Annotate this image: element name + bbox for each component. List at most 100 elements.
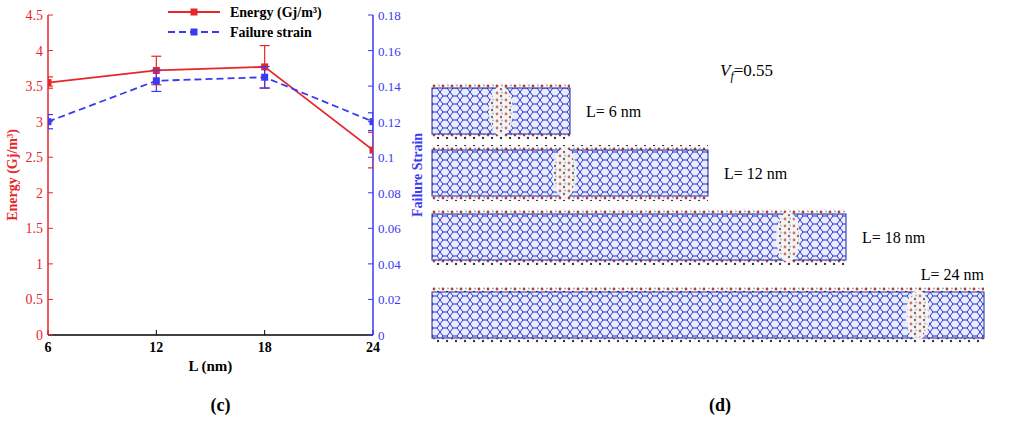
error-bar (151, 56, 161, 84)
fracture-debris (777, 214, 799, 260)
y-tick-label: 2.5 (26, 150, 44, 165)
y2-tick (368, 263, 373, 264)
error-cap (260, 45, 270, 46)
title-rest: =0.55 (734, 61, 773, 80)
x-tick-label: 12 (149, 340, 163, 355)
y-tick-label: 4 (36, 44, 43, 59)
fracture-debris (490, 88, 512, 134)
error-cap (260, 88, 270, 89)
legend-marker (191, 9, 198, 16)
y2-tick-label: 0 (378, 328, 385, 343)
y-tick-label: 3 (36, 115, 43, 130)
y-tick (48, 263, 53, 264)
x-axis-line (48, 334, 373, 336)
panel-d: Vf=0.55 L= 6 nm L= 12 nm L= 18 nm L= 24 nm (432, 61, 985, 343)
legend-label: Energy (Gj/m³) (230, 5, 322, 21)
y2-tick-label: 0.08 (378, 186, 401, 201)
y2-tick (368, 15, 373, 16)
y-tick (48, 15, 53, 16)
error-bar (260, 46, 270, 89)
nanotube-model (432, 287, 984, 343)
y2-axis-title: Failure Strain (410, 133, 425, 217)
error-cap (368, 112, 373, 113)
fracture-debris (553, 150, 575, 196)
y2-tick-label: 0.06 (378, 221, 401, 236)
matrix-layer (432, 287, 984, 343)
y-axis-line (47, 15, 49, 335)
model-label: L= 12 nm (724, 165, 788, 182)
y2-tick-label: 0.04 (378, 257, 401, 272)
point-marker (153, 77, 160, 84)
plot-area (48, 46, 373, 168)
error-cap (48, 76, 53, 77)
x-axis-title: L (nm) (189, 358, 233, 375)
error-cap (368, 167, 373, 168)
y-tick (48, 228, 53, 229)
point-marker (48, 118, 52, 125)
nanotube (432, 214, 846, 260)
series-line (48, 67, 373, 150)
point-marker (370, 147, 374, 154)
x-tick-label: 6 (45, 340, 52, 355)
axes: 6121824L (nm)00.511.522.533.544.5Energy … (5, 8, 425, 375)
error-bar (48, 77, 53, 88)
y2-tick-label: 0.14 (378, 79, 401, 94)
fracture-zone (906, 290, 930, 340)
y2-tick-label: 0.16 (378, 44, 401, 59)
fracture-zone (776, 212, 800, 262)
y-tick-label: 3.5 (26, 79, 44, 94)
panel-d-title: Vf=0.55 (720, 61, 773, 83)
y2-tick-label: 0.02 (378, 292, 401, 307)
error-cap (368, 130, 373, 131)
y-tick (48, 299, 53, 300)
error-bar (368, 132, 373, 168)
matrix-layer (432, 209, 846, 265)
model-label: L= 6 nm (586, 103, 642, 120)
error-cap (48, 88, 53, 89)
y2-tick (368, 86, 373, 87)
y-tick-label: 4.5 (26, 8, 44, 23)
y2-tick (368, 192, 373, 193)
series-0 (48, 46, 373, 168)
y2-tick (368, 299, 373, 300)
error-cap (260, 66, 270, 67)
y-axis-title: Energy (Gj/m³) (5, 129, 21, 221)
error-cap (48, 114, 53, 115)
error-bar (151, 70, 161, 91)
y-tick-label: 1 (36, 257, 43, 272)
legend: Energy (Gj/m³) Failure strain (168, 5, 322, 40)
y-tick (48, 192, 53, 193)
nanotube-model (432, 145, 708, 201)
fracture-zone (552, 148, 576, 198)
error-bar (260, 67, 270, 88)
legend-label: Failure strain (230, 25, 312, 40)
y2-tick-label: 0.1 (378, 150, 394, 165)
error-cap (151, 91, 161, 92)
panel-label: (d) (709, 395, 731, 416)
y2-axis-line (372, 15, 374, 335)
x-tick (156, 330, 157, 335)
legend-marker (191, 29, 198, 36)
matrix-layer (432, 83, 570, 139)
error-bar (368, 113, 373, 131)
y-tick (48, 157, 53, 158)
y2-tick-label: 0.12 (378, 115, 401, 130)
nanotube (432, 292, 984, 338)
panel-label: (c) (211, 395, 231, 416)
model-label: L= 24 nm (921, 266, 985, 283)
series-1 (48, 67, 373, 131)
y2-tick (368, 228, 373, 229)
point-marker (48, 79, 52, 86)
y-tick (48, 50, 53, 51)
figure: 6121824L (nm)00.511.522.533.544.5Energy … (0, 0, 1028, 421)
y2-tick (368, 157, 373, 158)
y2-tick (368, 335, 373, 336)
model-label: L= 18 nm (862, 229, 926, 246)
x-tick (264, 330, 265, 335)
error-cap (151, 70, 161, 71)
y2-tick-label: 0.18 (378, 8, 401, 23)
nanotube (432, 150, 708, 196)
y-tick-label: 0 (36, 328, 43, 343)
error-cap (260, 87, 270, 88)
y-tick-label: 0.5 (26, 292, 44, 307)
